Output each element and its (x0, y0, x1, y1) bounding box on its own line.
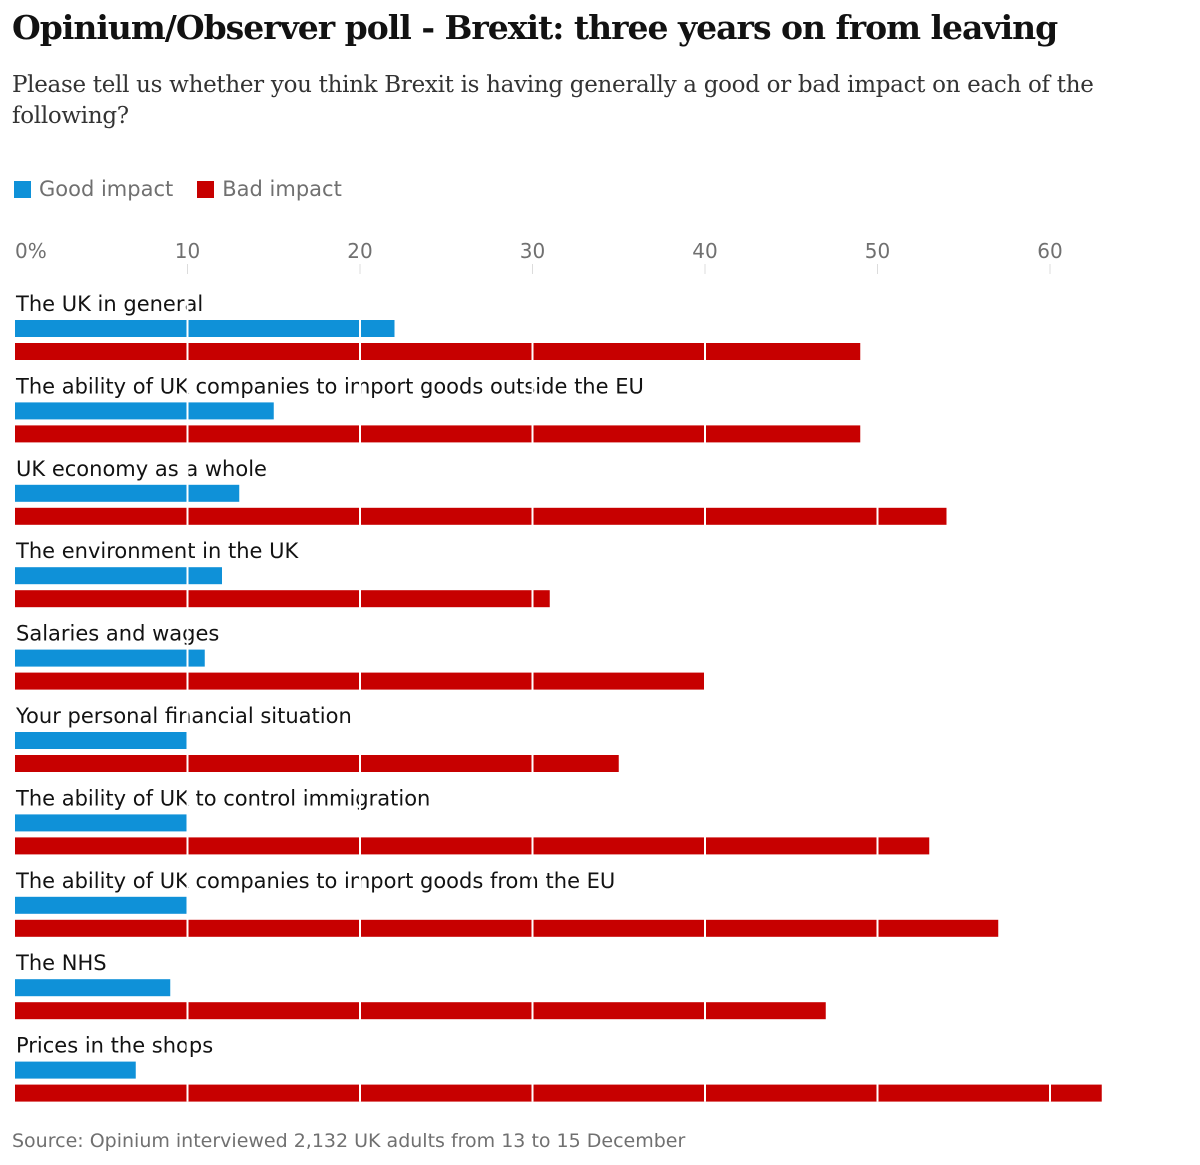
x-tick-label: 50 (865, 239, 890, 263)
legend-swatch-bad (197, 180, 215, 198)
chart-title: Opinium/Observer poll - Brexit: three ye… (12, 8, 1058, 47)
bar-bad-impact (15, 343, 861, 360)
x-tick-label: 20 (347, 239, 372, 263)
category-label: The ability of UK companies to import go… (15, 869, 615, 893)
x-tick-label: 30 (520, 239, 545, 263)
x-tick-label: 40 (692, 239, 717, 263)
bar-good-impact (15, 1061, 136, 1079)
x-tick-label: 60 (1037, 239, 1062, 263)
bar-good-impact (15, 814, 188, 832)
bar-good-impact (15, 567, 222, 585)
category-label: Salaries and wages (16, 622, 219, 646)
bar-good-impact (15, 979, 171, 997)
source-note: Source: Opinium interviewed 2,132 UK adu… (12, 1130, 686, 1152)
category-label: The UK in general (15, 292, 203, 316)
bar-bad-impact (15, 919, 999, 937)
legend-item-bad: Bad impact (197, 177, 342, 201)
chart-subtitle: Please tell us whether you think Brexit … (12, 72, 1094, 129)
bar-good-impact (15, 484, 240, 502)
bar-bad-impact (15, 1084, 1102, 1102)
bar-good-impact (15, 402, 274, 420)
legend-swatch-good (14, 180, 31, 198)
bar-bad-impact (15, 425, 861, 443)
legend: Good impact Bad impact (14, 177, 366, 201)
x-tick-label: 0% (15, 239, 47, 263)
x-tick-label: 10 (175, 239, 200, 263)
category-label: The NHS (15, 951, 107, 975)
legend-label-good: Good impact (39, 177, 174, 201)
bar-bad-impact (15, 590, 550, 608)
bar-bad-impact (15, 837, 930, 855)
bar-good-impact (15, 649, 205, 667)
bar-bad-impact (15, 507, 947, 525)
bar-good-impact (15, 732, 188, 749)
legend-label-bad: Bad impact (222, 177, 342, 201)
bar-bad-impact (15, 755, 619, 772)
bar-bad-impact (15, 1002, 826, 1020)
category-label: The ability of UK to control immigration (15, 786, 430, 810)
category-label: UK economy as a whole (16, 457, 267, 481)
category-label: Your personal financial situation (15, 704, 352, 728)
category-label: The ability of UK companies to import go… (15, 374, 644, 398)
legend-item-good: Good impact (14, 177, 173, 201)
bar-good-impact (15, 320, 395, 337)
category-label: Prices in the shops (16, 1034, 213, 1058)
bar-good-impact (15, 896, 188, 914)
category-label: The environment in the UK (15, 539, 299, 563)
